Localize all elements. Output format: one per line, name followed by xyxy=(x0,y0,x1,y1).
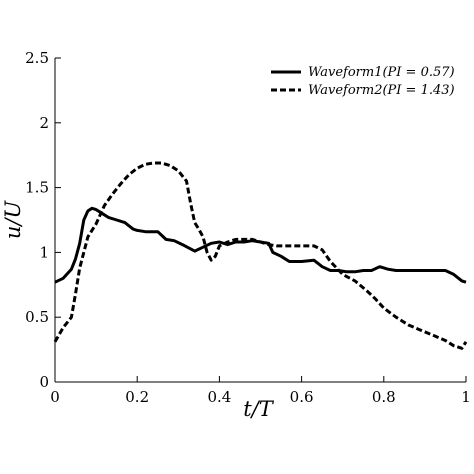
x-tick-label-0: 0 xyxy=(50,388,60,406)
x-tick-label-3: 0.6 xyxy=(290,388,314,406)
legend: Waveform1(PI = 0.57) Waveform2(PI = 1.43) xyxy=(271,65,455,98)
y-axis-label: u/U xyxy=(1,200,25,240)
axes-frame xyxy=(54,58,466,383)
y-tick-label-3: 1.5 xyxy=(25,179,49,197)
y-tick-label-2: 1 xyxy=(39,243,49,261)
x-tick-label-5: 1 xyxy=(461,388,471,406)
series-line-1 xyxy=(54,206,467,284)
legend-label-1: Waveform1(PI = 0.57) xyxy=(308,65,455,80)
x-tick-label-1: 0.2 xyxy=(125,388,149,406)
series-group xyxy=(53,161,468,350)
ticks: 0 0.2 0.4 0.6 0.8 1 0 0.5 1 1.5 2 2.5 xyxy=(25,49,471,406)
y-tick-label-1: 0.5 xyxy=(25,308,49,326)
series-line-2 xyxy=(53,161,468,350)
x-tick-label-2: 0.4 xyxy=(207,388,231,406)
y-tick-label-5: 2.5 xyxy=(25,49,49,67)
legend-label-2: Waveform2(PI = 1.43) xyxy=(308,83,455,98)
y-tick-label-4: 2 xyxy=(39,114,49,132)
x-tick-label-4: 0.8 xyxy=(372,388,396,406)
x-axis-label: t/T xyxy=(243,397,275,421)
y-tick-label-0: 0 xyxy=(39,373,49,391)
